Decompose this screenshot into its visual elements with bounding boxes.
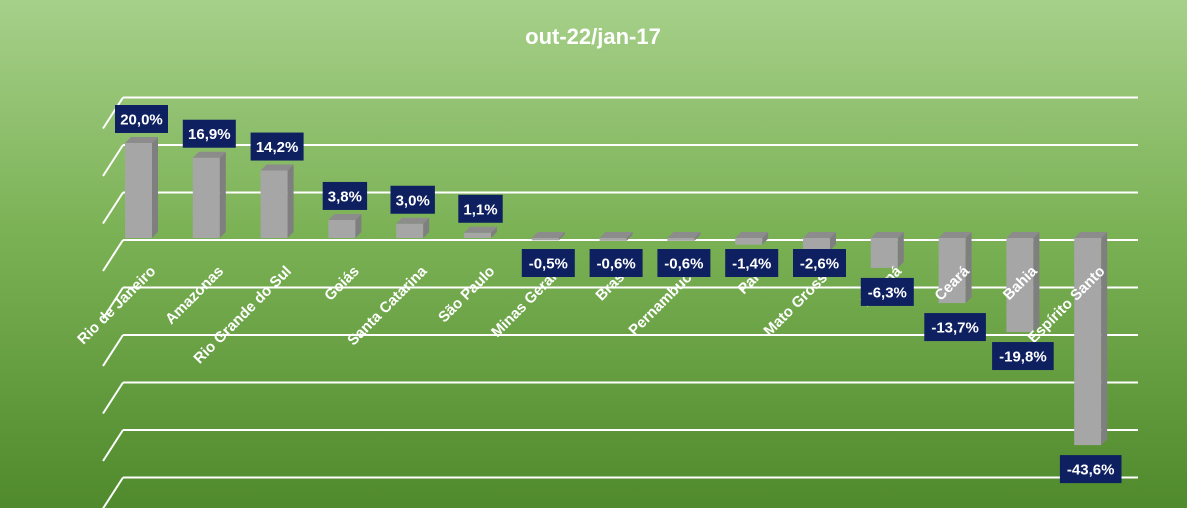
gridline bbox=[102, 476, 1138, 508]
bar bbox=[803, 232, 836, 251]
bar bbox=[870, 232, 904, 268]
data-label: 16,9% bbox=[182, 119, 236, 148]
data-label: -0,6% bbox=[657, 249, 711, 277]
gridline bbox=[102, 96, 1138, 130]
category-label: São Paulo bbox=[435, 263, 498, 326]
bar bbox=[1074, 232, 1108, 446]
bar bbox=[1006, 232, 1040, 333]
data-label: 20,0% bbox=[115, 105, 168, 133]
data-label-text: 16,9% bbox=[188, 126, 231, 143]
data-label: 3,8% bbox=[322, 181, 368, 210]
data-label: -0,6% bbox=[589, 249, 643, 277]
bar bbox=[938, 232, 972, 304]
data-label: -6,3% bbox=[860, 277, 914, 306]
bar bbox=[599, 232, 633, 241]
data-label-text: 20,0% bbox=[120, 112, 163, 129]
bars bbox=[125, 137, 1108, 446]
data-label: -0,5% bbox=[521, 249, 575, 277]
data-label: 3,0% bbox=[390, 185, 435, 214]
bar bbox=[192, 151, 226, 238]
bar bbox=[396, 217, 430, 238]
gridline bbox=[102, 191, 1138, 225]
data-label-text: -0,5% bbox=[529, 256, 568, 273]
data-label: 14,2% bbox=[250, 132, 304, 161]
bar bbox=[328, 213, 362, 238]
data-label: -1,4% bbox=[725, 249, 779, 277]
category-label: Goiás bbox=[321, 263, 362, 304]
data-label: -13,7% bbox=[924, 313, 986, 342]
data-label: -2,6% bbox=[793, 249, 846, 277]
bar bbox=[667, 232, 701, 241]
data-label-text: 3,0% bbox=[396, 192, 430, 209]
data-label-text: -13,7% bbox=[931, 320, 979, 337]
data-label: -19,8% bbox=[992, 342, 1054, 371]
bar bbox=[260, 164, 294, 238]
data-label-text: -43,6% bbox=[1067, 462, 1115, 479]
bar bbox=[464, 226, 497, 238]
data-label: -43,6% bbox=[1059, 455, 1122, 484]
chart-title: out-22/jan-17 bbox=[525, 24, 661, 49]
data-labels: 20,0% 16,9% 14,2% 3,8% 3,0% 1,1% -0,5% -0,6% -0,… bbox=[115, 105, 1122, 484]
category-label: Amazonas bbox=[162, 263, 227, 328]
data-label-text: 3,8% bbox=[328, 188, 362, 205]
bar bbox=[735, 232, 769, 245]
data-label-text: -19,8% bbox=[999, 349, 1047, 366]
data-label-text: -2,6% bbox=[800, 256, 839, 273]
data-label-text: -0,6% bbox=[597, 256, 636, 273]
data-label-text: -6,3% bbox=[868, 284, 907, 301]
data-label-text: 1,1% bbox=[463, 201, 497, 218]
gridline bbox=[102, 429, 1138, 462]
gridline bbox=[102, 381, 1138, 415]
data-label-text: -0,6% bbox=[664, 256, 703, 273]
data-label: 1,1% bbox=[458, 194, 503, 223]
bar bbox=[125, 137, 158, 238]
data-label-text: -1,4% bbox=[732, 256, 771, 273]
bar bbox=[531, 232, 565, 241]
data-label-text: 14,2% bbox=[256, 139, 299, 156]
